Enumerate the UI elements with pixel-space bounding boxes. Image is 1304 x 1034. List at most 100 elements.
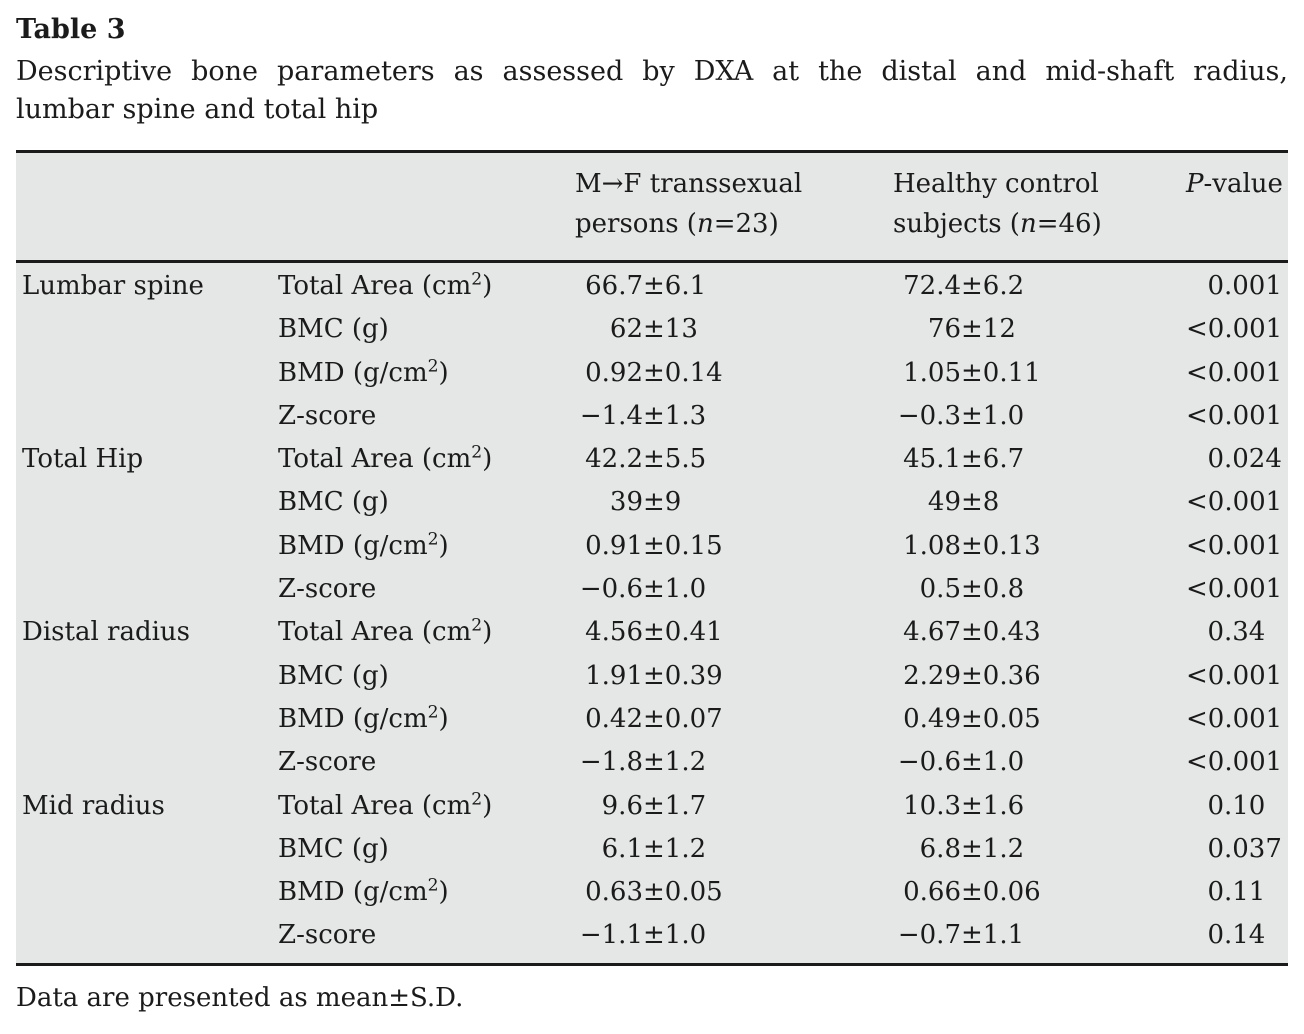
parameter-text: Total Area (cm [278, 617, 472, 648]
p-value-cell: 0.024 [1186, 438, 1288, 481]
p-value-lead: <0 [1186, 703, 1225, 734]
p-value-lead: <0 [1186, 574, 1225, 605]
p-value-lead: <0 [1186, 530, 1225, 561]
parameter-text: BMD (g/cm [278, 877, 428, 908]
plus-minus-sign: ± [643, 444, 665, 475]
sd-value: 6.1 [664, 271, 707, 301]
parameter-superscript: 2 [427, 529, 439, 550]
mean-value: 9.6 [601, 790, 643, 821]
mean-value: 0.66 [903, 877, 961, 908]
parameter-text: BMC (g) [278, 487, 389, 518]
p-value-fraction: .037 [1224, 833, 1282, 864]
control-value-cell: −0.7±1.1 [893, 914, 1186, 957]
parameter-text-post: ) [482, 271, 493, 301]
region-label [16, 481, 278, 524]
header-mtf-line1: M→F transsexual [575, 169, 803, 199]
parameter-label: BMC (g) [278, 655, 575, 698]
p-value-cell: 0.001 [1186, 265, 1288, 308]
mtf-value-cell: 0.63±0.05 [575, 871, 893, 914]
plus-minus-sign: ± [643, 530, 665, 561]
mtf-value-cell: 66.7±6.1 [575, 265, 893, 308]
mean-value: 0.42 [585, 703, 643, 734]
sd-value: 6.2 [982, 271, 1025, 301]
header-p-symbol: P [1186, 169, 1204, 199]
table-caption: Descriptive bone parameters as assessed … [16, 53, 1288, 129]
mtf-value-cell: 42.2±5.5 [575, 438, 893, 481]
header-mtf-line2-post: =23) [713, 209, 779, 239]
header-p-value-column: P-value [1186, 164, 1288, 244]
control-value-cell: 72.4±6.2 [893, 265, 1186, 308]
mtf-value-cell: 39±9 [575, 481, 893, 524]
mean-value: 1.05 [903, 357, 961, 388]
parameter-text: Z-score [278, 400, 377, 431]
parameter-label: Total Area (cm2) [278, 438, 575, 481]
parameter-superscript: 2 [471, 442, 483, 463]
plus-minus-sign: ± [961, 271, 983, 301]
p-value-cell: <0.001 [1186, 525, 1288, 568]
table-row: Z-score −1.1±1.0 −0.7±1.1 0.14 [16, 914, 1288, 957]
region-label [16, 914, 278, 957]
p-value-fraction: .024 [1224, 444, 1282, 475]
p-value-fraction: .001 [1224, 660, 1283, 691]
mean-value: 0.92 [585, 357, 643, 388]
parameter-label: BMD (g/cm2) [278, 871, 575, 914]
plus-minus-sign: ± [643, 790, 665, 821]
parameter-label: Z-score [278, 568, 575, 611]
parameter-text: Z-score [278, 747, 377, 778]
sd-value: 0.07 [664, 703, 723, 734]
mean-value: −0.3 [897, 400, 961, 431]
header-control-n-symbol: n [1019, 209, 1037, 239]
plus-minus-sign: ± [643, 920, 665, 951]
plus-minus-sign: ± [643, 357, 665, 388]
p-value-cell: <0.001 [1186, 352, 1288, 395]
plus-minus-sign: ± [961, 444, 983, 475]
parameter-text: BMC (g) [278, 660, 389, 691]
p-value-lead: <0 [1186, 747, 1225, 778]
mean-value: 6.1 [601, 833, 643, 864]
parameter-superscript: 2 [471, 615, 483, 636]
control-value-cell: 45.1±6.7 [893, 438, 1186, 481]
p-value-fraction: .001 [1224, 271, 1282, 301]
mean-value: 0.49 [903, 703, 961, 734]
sd-value: 1.0 [982, 747, 1025, 778]
mtf-value-cell: −1.1±1.0 [575, 914, 893, 957]
header-region-spacer [16, 164, 278, 244]
mean-value: −1.1 [579, 920, 643, 951]
header-parameter-spacer [278, 164, 575, 244]
mtf-value-cell: 0.91±0.15 [575, 525, 893, 568]
sd-value: 1.0 [982, 400, 1025, 431]
sd-value: 0.11 [982, 357, 1041, 388]
data-table: M→F transsexual persons (n=23) Healthy c… [16, 150, 1288, 966]
parameter-label: Z-score [278, 395, 575, 438]
parameter-superscript: 2 [427, 875, 439, 896]
region-label [16, 308, 278, 351]
region-label [16, 828, 278, 871]
parameter-label: Z-score [278, 741, 575, 784]
mtf-value-cell: −1.4±1.3 [575, 395, 893, 438]
region-label [16, 741, 278, 784]
sd-value: 13 [664, 314, 698, 345]
parameter-label: Total Area (cm2) [278, 611, 575, 654]
mean-value: 4.67 [903, 617, 961, 648]
p-value-lead: <0 [1186, 400, 1225, 431]
parameter-text: BMD (g/cm [278, 530, 428, 561]
p-value-lead: 0 [1207, 617, 1224, 648]
plus-minus-sign: ± [961, 617, 983, 648]
parameter-label: BMD (g/cm2) [278, 352, 575, 395]
caption-line-1: Descriptive bone parameters as assessed … [16, 56, 1288, 87]
plus-minus-sign: ± [643, 487, 665, 518]
control-value-cell: −0.6±1.0 [893, 741, 1186, 784]
mean-value: −0.7 [897, 920, 961, 951]
header-control-line2: subjects (n=46) [893, 204, 1186, 244]
sd-value: 1.3 [664, 400, 707, 431]
plus-minus-sign: ± [643, 574, 665, 605]
p-value-lead: <0 [1186, 314, 1225, 345]
mean-value: 0.63 [585, 877, 643, 908]
sd-value: 0.06 [982, 877, 1041, 908]
plus-minus-sign: ± [643, 877, 665, 908]
header-control-line2-post: =46) [1036, 209, 1102, 239]
sd-value: 0.14 [664, 357, 723, 388]
header-control-line1: Healthy control [893, 169, 1099, 199]
table-row: Z-score −0.6±1.0 0.5±0.8 <0.001 [16, 568, 1288, 611]
